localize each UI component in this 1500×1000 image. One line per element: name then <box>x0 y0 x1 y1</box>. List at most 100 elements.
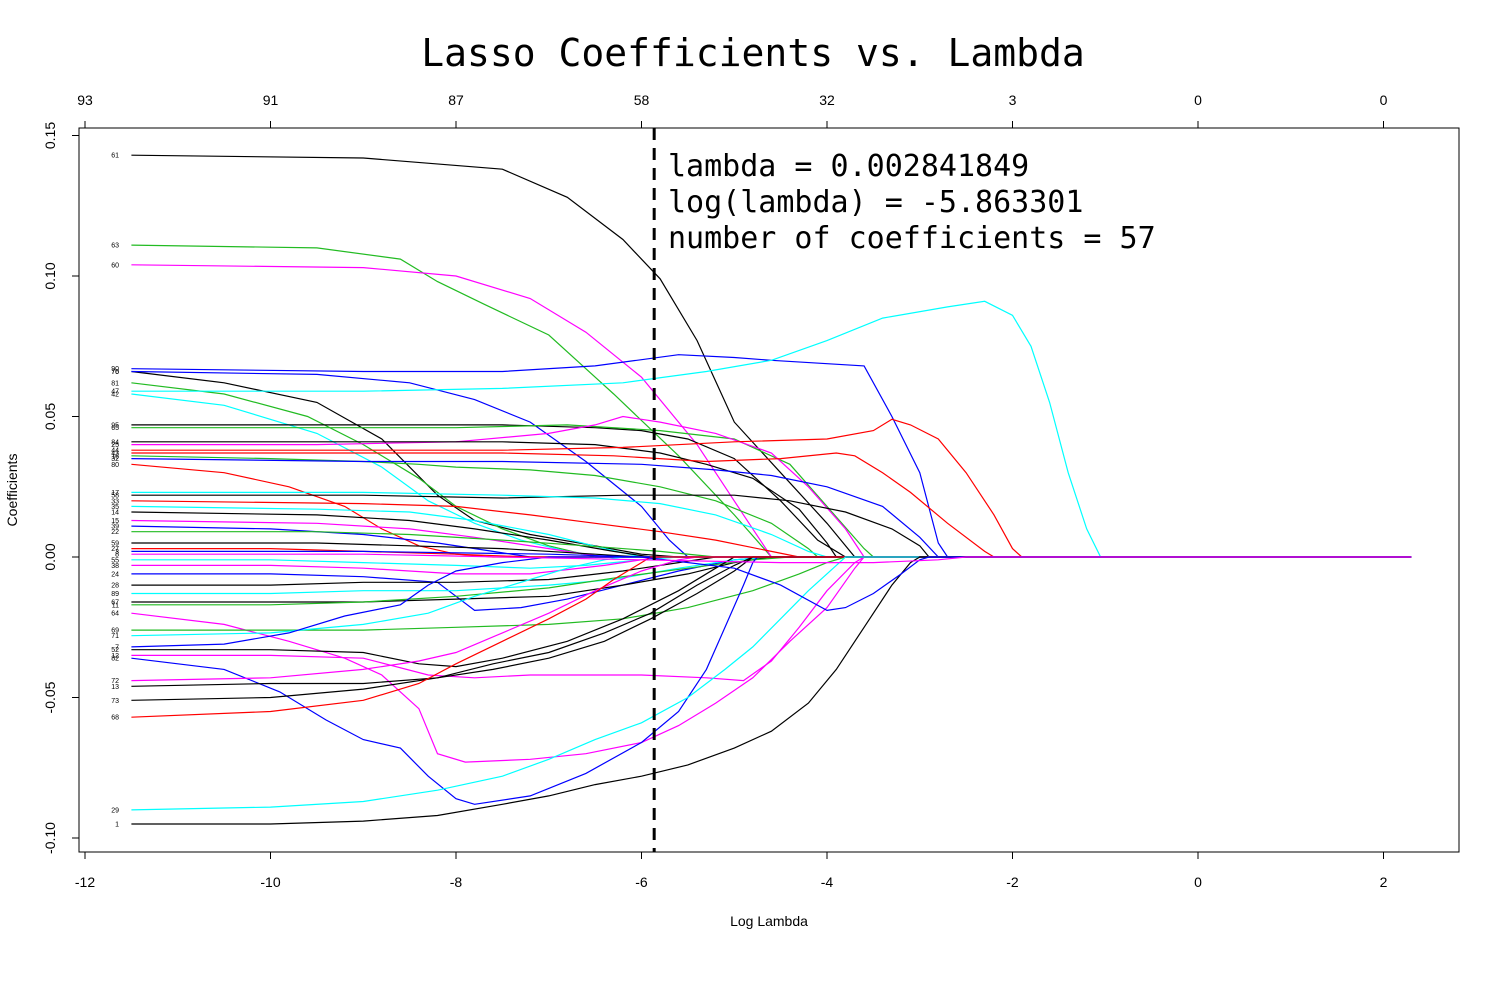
series-line-16 <box>131 455 1412 558</box>
series-label-65: 65 <box>111 425 119 432</box>
series-line-27 <box>131 548 1412 558</box>
series-line-65 <box>131 424 1412 558</box>
series-line-70 <box>131 370 1412 558</box>
series-label-73: 73 <box>111 698 119 705</box>
series-line-63 <box>131 244 1412 558</box>
top-tick-label: 93 <box>77 92 93 108</box>
series-line-58 <box>131 494 1412 558</box>
series-line-67 <box>131 556 1412 603</box>
top-tick-label: 32 <box>819 92 835 108</box>
series-line-89 <box>131 556 1412 595</box>
x-tick-label: -2 <box>1006 874 1019 890</box>
series-line-8 <box>131 553 1412 564</box>
series-label-59: 59 <box>111 541 119 548</box>
series-label-72: 72 <box>111 678 119 685</box>
series-label-14: 14 <box>111 510 119 517</box>
series-label-32: 32 <box>111 456 119 463</box>
annotation-line-3: number of coefficients = 57 <box>668 221 1156 256</box>
series-label-42: 42 <box>111 392 119 399</box>
series-line-60 <box>131 264 1412 558</box>
top-tick-label: 0 <box>1380 92 1388 108</box>
y-tick-label: -0.10 <box>42 822 58 854</box>
coefficient-paths <box>131 154 1412 825</box>
series-label-3: 3 <box>115 549 119 556</box>
annotation-line-1: lambda = 0.002841849 <box>668 149 1029 184</box>
top-tick-label: 58 <box>634 92 650 108</box>
x-axis-title: Log Lambda <box>730 913 808 929</box>
series-labels: 6163609076708147429565258444431632805817… <box>111 153 119 829</box>
series-label-63: 63 <box>111 243 119 250</box>
series-label-16: 16 <box>111 453 119 460</box>
series-label-24: 24 <box>111 571 119 578</box>
series-line-1 <box>131 556 1412 825</box>
series-line-38 <box>131 556 1412 575</box>
series-label-29: 29 <box>111 807 119 814</box>
series-line-73 <box>131 556 1412 701</box>
series-label-60: 60 <box>111 262 119 269</box>
y-axis-title: Coefficients <box>4 454 20 527</box>
x-tick-label: -6 <box>635 874 648 890</box>
top-axis: 93 91 87 58 32 3 0 0 <box>77 92 1388 129</box>
y-tick-label: 0.10 <box>42 262 58 289</box>
series-label-71: 71 <box>111 633 119 640</box>
series-label-25: 25 <box>111 442 119 449</box>
y-tick-label: -0.05 <box>42 681 58 713</box>
series-label-84: 84 <box>111 439 119 446</box>
series-line-82 <box>131 556 1412 805</box>
series-label-43: 43 <box>111 451 119 458</box>
series-line-95 <box>131 424 1412 558</box>
x-tick-label: -4 <box>821 874 834 890</box>
series-line-69 <box>131 556 1412 631</box>
series-line-44 <box>131 418 1412 558</box>
series-label-70: 70 <box>111 369 119 376</box>
series-label-12: 12 <box>111 653 119 660</box>
series-line-33 <box>131 500 1412 558</box>
series-label-80: 80 <box>111 462 119 469</box>
x-tick-label: 2 <box>1380 874 1388 890</box>
series-line-81 <box>131 382 1412 558</box>
series-label-27: 27 <box>111 546 119 553</box>
series-line-84 <box>131 441 1412 558</box>
series-label-1: 1 <box>115 822 119 829</box>
top-tick-label: 3 <box>1009 92 1017 108</box>
series-label-52: 52 <box>111 647 119 654</box>
series-line-12 <box>131 556 1412 682</box>
x-tick-label: -10 <box>260 874 280 890</box>
y-tick-label: 0.00 <box>42 543 58 570</box>
series-label-82: 82 <box>111 656 119 663</box>
series-label-69: 69 <box>111 628 119 635</box>
series-label-13: 13 <box>111 684 119 691</box>
annotation-line-2: log(lambda) = -5.863301 <box>668 185 1083 220</box>
series-label-58: 58 <box>111 493 119 500</box>
series-line-32 <box>131 458 1412 558</box>
series-label-33: 33 <box>111 498 119 505</box>
series-line-52 <box>131 556 1412 668</box>
series-line-61 <box>131 154 1412 558</box>
series-label-68: 68 <box>111 715 119 722</box>
series-label-90: 90 <box>111 366 119 373</box>
series-line-43 <box>131 452 1412 558</box>
series-label-15: 15 <box>111 518 119 525</box>
series-label-47: 47 <box>111 389 119 396</box>
series-line-29 <box>131 556 1412 811</box>
series-label-44: 44 <box>111 448 119 455</box>
y-tick-label: 0.15 <box>42 122 58 149</box>
series-line-47 <box>131 300 1412 558</box>
series-line-22 <box>131 531 1412 558</box>
top-tick-label: 87 <box>448 92 464 108</box>
series-line-7 <box>131 556 1412 648</box>
y-axis: -0.10 -0.05 0.00 0.05 0.10 0.15 <box>42 122 80 854</box>
series-label-8: 8 <box>115 552 119 559</box>
series-line-72 <box>131 556 1412 682</box>
series-line-3 <box>131 550 1412 612</box>
top-tick-label: 91 <box>263 92 279 108</box>
series-line-68 <box>131 556 1412 718</box>
series-label-89: 89 <box>111 591 119 598</box>
series-label-22: 22 <box>111 529 119 536</box>
series-label-28: 28 <box>111 583 119 590</box>
x-tick-label: -12 <box>75 874 95 890</box>
series-label-95: 95 <box>111 422 119 429</box>
series-line-11 <box>131 556 1412 606</box>
